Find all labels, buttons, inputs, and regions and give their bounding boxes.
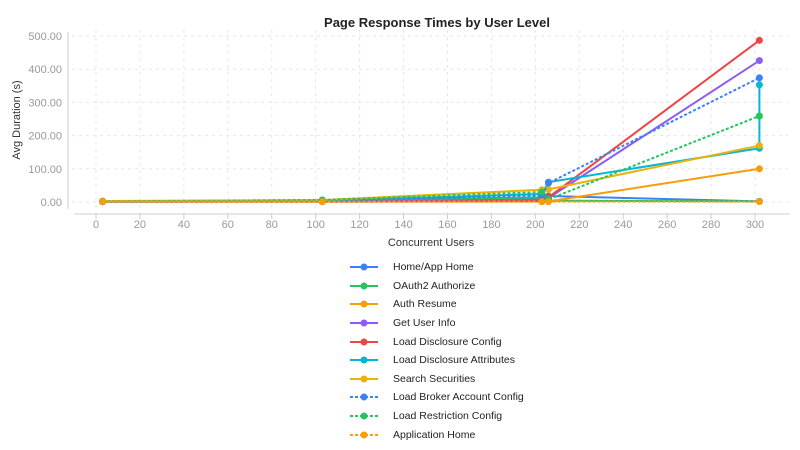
legend-item[interactable]: Get User Info xyxy=(349,314,524,333)
series-load-broker-account-config xyxy=(99,74,763,206)
x-tick-label: 0 xyxy=(93,219,99,231)
legend-swatch-icon xyxy=(350,282,378,290)
legend-item[interactable]: OAuth2 Authorize xyxy=(349,277,524,296)
data-point[interactable] xyxy=(318,198,326,206)
x-tick-label: 100 xyxy=(306,219,324,231)
data-point[interactable] xyxy=(545,179,553,187)
data-point[interactable] xyxy=(755,198,763,206)
data-point[interactable] xyxy=(755,81,763,89)
x-tick-label: 220 xyxy=(570,219,588,231)
series-load-disclosure-config xyxy=(99,36,763,206)
y-tick-label: 300.00 xyxy=(28,97,62,109)
x-tick-label: 160 xyxy=(438,219,456,231)
legend-item[interactable]: Load Disclosure Attributes xyxy=(349,351,524,370)
legend-swatch-icon xyxy=(350,338,378,346)
legend-swatch-icon xyxy=(350,300,378,308)
data-point[interactable] xyxy=(755,165,763,173)
data-point[interactable] xyxy=(538,198,546,206)
legend-label: Home/App Home xyxy=(393,261,474,274)
legend-item[interactable]: Application Home xyxy=(349,425,524,444)
data-point[interactable] xyxy=(99,198,107,206)
legend-swatch-icon xyxy=(350,319,378,327)
x-axis-label: Concurrent Users xyxy=(388,237,475,249)
data-point[interactable] xyxy=(755,36,763,44)
x-tick-label: 120 xyxy=(350,219,368,231)
data-point[interactable] xyxy=(538,188,546,196)
legend-swatch-icon xyxy=(350,393,378,401)
data-point[interactable] xyxy=(755,74,763,82)
y-tick-label: 0.00 xyxy=(41,197,62,209)
data-point[interactable] xyxy=(545,198,553,206)
x-tick-label: 240 xyxy=(614,219,632,231)
legend-label: OAuth2 Authorize xyxy=(393,279,476,292)
legend: Home/App Home OAuth2 Authorize Auth Resume… xyxy=(349,258,524,444)
legend-label: Load Disclosure Attributes xyxy=(393,354,515,367)
x-tick-label: 260 xyxy=(658,219,676,231)
legend-swatch-icon xyxy=(350,412,378,420)
legend-label: Load Broker Account Config xyxy=(393,391,524,404)
legend-swatch-icon xyxy=(350,431,378,439)
y-tick-label: 400.00 xyxy=(28,64,62,76)
data-point[interactable] xyxy=(755,142,763,150)
legend-swatch-icon xyxy=(350,375,378,383)
y-axis-label: Avg Duration (s) xyxy=(11,80,23,159)
legend-label: Load Restriction Config xyxy=(393,410,503,423)
series-application-home xyxy=(99,198,763,206)
legend-label: Load Disclosure Config xyxy=(393,335,502,348)
x-tick-label: 40 xyxy=(178,219,190,231)
line-chart: Page Response Times by User Level 0.00 100… xyxy=(11,15,790,249)
y-tick-label: 500.00 xyxy=(28,31,62,43)
series-search-securities xyxy=(99,142,763,205)
chart-title: Page Response Times by User Level xyxy=(324,15,550,30)
legend-item[interactable]: Auth Resume xyxy=(349,295,524,314)
legend-item[interactable]: Load Restriction Config xyxy=(349,407,524,426)
x-tick-label: 300 xyxy=(746,219,764,231)
x-tick-label: 200 xyxy=(526,219,544,231)
data-point[interactable] xyxy=(545,185,553,193)
legend-label: Application Home xyxy=(393,428,476,441)
x-tick-label: 60 xyxy=(222,219,234,231)
legend-label: Get User Info xyxy=(393,317,456,330)
series-load-disclosure-attributes xyxy=(99,81,763,205)
x-tick-label: 180 xyxy=(482,219,500,231)
legend-item[interactable]: Home/App Home xyxy=(349,258,524,277)
x-tick-label: 20 xyxy=(134,219,146,231)
legend-item[interactable]: Search Securities xyxy=(349,370,524,389)
y-tick-label: 200.00 xyxy=(28,131,62,143)
x-tick-label: 80 xyxy=(266,219,278,231)
legend-item[interactable]: Load Disclosure Config xyxy=(349,332,524,351)
legend-label: Search Securities xyxy=(393,372,476,385)
legend-swatch-icon xyxy=(350,356,378,364)
data-point[interactable] xyxy=(755,112,763,120)
legend-swatch-icon xyxy=(350,263,378,271)
y-tick-label: 100.00 xyxy=(28,164,62,176)
legend-item[interactable]: Load Broker Account Config xyxy=(349,388,524,407)
legend-label: Auth Resume xyxy=(393,298,457,311)
x-tick-label: 140 xyxy=(394,219,412,231)
x-tick-label: 280 xyxy=(702,219,720,231)
data-point[interactable] xyxy=(755,57,763,65)
